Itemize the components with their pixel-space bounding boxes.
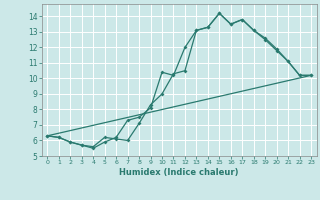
X-axis label: Humidex (Indice chaleur): Humidex (Indice chaleur) — [119, 168, 239, 177]
